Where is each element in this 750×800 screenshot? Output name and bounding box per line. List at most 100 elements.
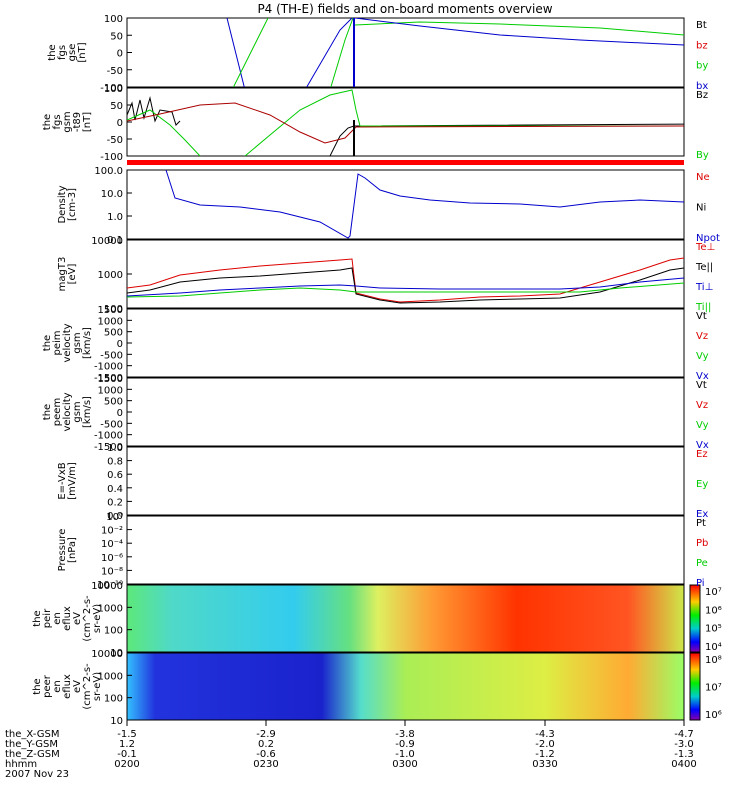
colorbar-label: 10⁴ — [705, 642, 722, 653]
x-axis: the_X-GSM -1.5 -2.9 -3.8 -4.3 -4.7 the_Y-GSM 1.… — [5, 720, 697, 780]
y-tick-label: 50 — [110, 101, 123, 112]
y-axis-label: sr-eV) — [92, 604, 103, 633]
y-axis-label: en — [52, 680, 63, 693]
y-tick-label: 100 — [104, 84, 123, 95]
y-tick-label: -1000 — [94, 362, 123, 373]
y-axis-label: en — [52, 612, 63, 625]
panel-frame — [126, 308, 685, 378]
y-tick-label: 10000 — [91, 581, 123, 592]
y-tick-label: 10⁰ — [106, 512, 123, 523]
y-axis-label: [mV/m] — [67, 462, 78, 500]
y-axis-label: [km/s] — [82, 327, 93, 359]
by-trace — [232, 18, 354, 87]
x-tick-label: -0.1 — [117, 749, 137, 760]
y-axis-label: the — [32, 610, 43, 626]
x-row-label: the_Y-GSM — [5, 739, 58, 750]
x-tick-label: 0300 — [392, 759, 417, 770]
y-tick-label: 0 — [117, 339, 123, 350]
electron-spectrogram — [126, 652, 685, 721]
y-axis-label: [eV] — [67, 264, 78, 285]
y-tick-label: 10⁻² — [101, 526, 123, 537]
y-tick-label: 1000 — [98, 316, 123, 327]
legend-entry: Vy — [696, 351, 709, 362]
fgs-gse-traces — [226, 18, 684, 87]
y-tick-label: 100.0 — [94, 166, 123, 177]
y-tick-label: -500 — [100, 419, 123, 430]
y-axis-label: the — [42, 404, 53, 420]
y-axis-label: velocity — [62, 323, 73, 362]
ti-perp-trace — [127, 277, 684, 297]
x-tick-label: -1.3 — [674, 749, 694, 760]
legend-entry: Vx — [696, 440, 709, 451]
npot-trace — [165, 170, 684, 239]
legend-entry: Bz — [696, 90, 708, 101]
y-tick-label: 10.0 — [101, 189, 123, 200]
y-axis-label: Pressure — [57, 529, 68, 572]
y-tick-label: 1000 — [98, 270, 123, 281]
legend-entry: Vz — [696, 331, 708, 342]
bz-trace — [127, 96, 684, 156]
y-tick-label: 500 — [104, 328, 123, 339]
y-axis-label: velocity — [62, 392, 73, 431]
figure-title: P4 (TH-E) fields and on-board moments ov… — [257, 2, 552, 16]
y-tick-label: 0.2 — [107, 497, 123, 508]
y-tick-label: 1000 — [98, 603, 123, 614]
y-axis-label: eV — [72, 612, 83, 625]
panel-frame — [126, 446, 685, 516]
y-axis-label: [nT] — [77, 42, 88, 62]
y-axis-label: E=-VxB — [57, 462, 68, 499]
y-axis-label: gsm — [72, 332, 83, 353]
legend-entry: Ex — [696, 509, 708, 520]
x-tick-label: -0.6 — [256, 749, 276, 760]
y-axis-label: fgs — [52, 114, 63, 129]
y-axis-label: magT3 — [57, 257, 68, 292]
legend-entry: bx — [696, 81, 708, 92]
y-axis-label: (cm^2-s- — [82, 663, 93, 710]
y-tick-label: 50 — [110, 31, 123, 42]
bx-trace — [226, 18, 353, 87]
legend-entry: Ti|| — [695, 302, 711, 313]
y-tick-label: -50 — [107, 135, 123, 146]
y-axis-label: gsm — [72, 401, 83, 422]
bx-trace — [127, 102, 684, 144]
y-axis-label: (cm^2-s- — [82, 595, 93, 642]
y-tick-label: 100 — [104, 626, 123, 637]
legends: BtbzbybxBzByNeNiNpotTe⊥Te||Ti⊥Ti||VtVzVy… — [695, 20, 722, 721]
legend-entry: bz — [696, 40, 708, 51]
temperature-traces — [127, 257, 684, 304]
y-tick-label: 0.1 — [107, 235, 123, 246]
y-tick-label: -500 — [100, 350, 123, 361]
x-tick-label: -1.2 — [535, 749, 555, 760]
y-tick-label: 10⁻⁸ — [101, 566, 123, 577]
density-traces — [165, 170, 684, 239]
colorbar-label: 10⁸ — [705, 655, 722, 666]
panel-frames — [126, 17, 685, 585]
y-tick-label: -100 — [100, 83, 123, 94]
legend-entry: Pb — [696, 538, 708, 549]
y-axis-label: sr-eV) — [92, 672, 103, 701]
y-axis-label: eV — [72, 680, 83, 693]
y-tick-label: -1500 — [94, 442, 123, 453]
legend-entry: Ni — [696, 203, 706, 214]
y-tick-label: 0 — [117, 118, 123, 129]
y-tick-label: 10000 — [91, 649, 123, 660]
y-tick-label: 100 — [104, 304, 123, 315]
y-tick-label: -1500 — [94, 373, 123, 384]
y-tick-label: 100 — [104, 694, 123, 705]
y-tick-label: 0 — [117, 49, 123, 60]
legend-entry: Ez — [696, 449, 708, 460]
y-axis-label: the — [32, 678, 43, 694]
x-tick-label: -3.0 — [674, 739, 694, 750]
panel-frame — [126, 169, 685, 240]
x-tick-label: 0330 — [532, 759, 557, 770]
y-tick-label: 1.0 — [107, 443, 123, 454]
legend-entry: By — [696, 150, 709, 161]
panel-frame — [126, 87, 685, 157]
x-tick-label: -1.5 — [117, 729, 137, 740]
y-tick-label: 1000 — [98, 385, 123, 396]
y-tick-label: 10 — [110, 716, 123, 727]
y-tick-label: -1000 — [94, 431, 123, 442]
x-row-label: hhmm — [5, 759, 37, 770]
legend-entry: Vt — [696, 311, 707, 322]
